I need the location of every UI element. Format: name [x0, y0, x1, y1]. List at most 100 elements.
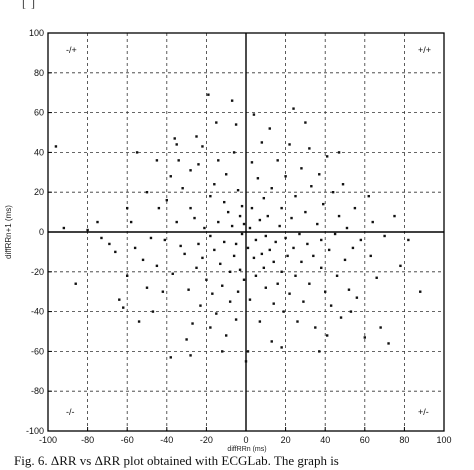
scatter-point: [197, 163, 200, 166]
scatter-point: [193, 216, 196, 220]
scatter-point: [248, 298, 252, 301]
scatter-point: [347, 288, 351, 291]
scatter-point: [304, 121, 307, 124]
x-tick-label: 20: [281, 435, 291, 445]
scatter-point: [149, 236, 153, 240]
scatter-point: [129, 220, 133, 224]
scatter-point: [324, 290, 327, 293]
scatter-point: [369, 254, 372, 258]
scatter-point: [213, 248, 216, 252]
scatter-point: [163, 238, 167, 242]
scatter-point: [258, 320, 262, 323]
scatter-point: [288, 143, 291, 146]
scatter-point: [126, 206, 129, 210]
scatter-point: [209, 194, 212, 198]
axes: [47, 32, 445, 432]
scatter-point: [308, 282, 311, 285]
x-tick-label: -100: [39, 435, 57, 445]
scatter-point: [215, 121, 218, 124]
scatter-point: [189, 206, 192, 210]
scatter-point: [228, 270, 232, 273]
scatter-point: [294, 194, 297, 198]
quadrant-label-top-left: -/+: [66, 45, 77, 55]
scatter-point: [135, 151, 139, 154]
scatter-point: [86, 228, 89, 232]
scatter-point: [187, 288, 190, 291]
y-tick-label: -100: [26, 426, 44, 436]
x-tick-label: -80: [81, 435, 94, 445]
quadrant-label-bottom-right: +/-: [418, 407, 429, 417]
scatter-point: [203, 226, 206, 230]
scatter-point: [314, 326, 317, 329]
scatter-point: [280, 270, 283, 273]
scatter-point: [316, 222, 319, 226]
scatter-point: [54, 145, 58, 148]
x-tick-label: -20: [200, 435, 213, 445]
scatter-point: [234, 318, 238, 321]
scatter-point: [96, 220, 99, 224]
y-tick-label: -20: [31, 267, 44, 277]
scatter-point: [122, 306, 125, 309]
scatter-point: [292, 246, 295, 250]
scatter-point: [100, 236, 103, 240]
y-tick-label: 40: [34, 147, 44, 157]
scatter-point: [250, 161, 254, 164]
scatter-point: [327, 248, 331, 252]
scatter-point: [151, 310, 155, 313]
scatter-point: [367, 194, 370, 198]
scatter-point: [329, 304, 333, 307]
figure-caption: Fig. 6. ΔRR vs ΔRR plot obtained with EC…: [14, 453, 339, 468]
scatter-point: [351, 246, 355, 250]
scatter-point: [339, 316, 343, 319]
scatter-point: [252, 256, 256, 260]
scatter-point: [215, 312, 218, 315]
scatter-point: [407, 238, 410, 242]
scatter-point: [290, 216, 293, 220]
quadrant-labels: -/+ +/+ -/- +/-: [66, 45, 431, 417]
scatter-point: [236, 189, 240, 192]
scatter-point: [270, 340, 273, 343]
scatter-point: [230, 224, 234, 228]
scatter-point: [252, 113, 256, 116]
scatter-point: [221, 350, 224, 353]
y-axis-label: diffRRn+1 (ms): [4, 205, 13, 259]
scatter-point: [189, 354, 192, 357]
x-axis-label: diffRRn (ms): [227, 446, 266, 453]
scatter-point: [246, 246, 250, 250]
scatter-point: [232, 254, 236, 258]
scatter-point: [155, 159, 159, 162]
scatter-point: [209, 234, 212, 238]
scatter-point: [337, 151, 341, 154]
scatter-point: [248, 226, 252, 230]
scatter-point: [260, 141, 264, 144]
header-fragment: [ ]: [0, 0, 474, 14]
scatter-point: [177, 159, 180, 162]
scatter-point: [320, 238, 323, 242]
scatter-point: [197, 242, 200, 246]
scatter-point: [185, 338, 188, 341]
scatter-point: [217, 159, 220, 162]
scatter-point: [225, 173, 228, 176]
scatter-point: [419, 290, 422, 293]
scatter-point: [230, 99, 234, 102]
scatter-point: [236, 290, 240, 293]
scatter-point: [349, 310, 353, 313]
scatter-point: [228, 300, 232, 303]
scatter-point: [108, 242, 111, 246]
scatter-point: [173, 137, 176, 140]
scatter-point: [242, 222, 246, 226]
scatter-point: [74, 282, 77, 285]
scatter-point: [246, 350, 250, 353]
scatter-point: [223, 200, 226, 204]
scatter-point: [161, 290, 165, 293]
scatter-point: [242, 278, 246, 281]
scatter-point: [219, 262, 222, 266]
scatter-point: [268, 127, 271, 130]
scatter-point: [141, 258, 145, 262]
y-tick-label: -80: [31, 386, 44, 396]
scatter-point: [331, 191, 335, 194]
x-tick-label: -40: [160, 435, 173, 445]
scatter-point: [169, 356, 172, 359]
scatter-point: [298, 232, 301, 236]
